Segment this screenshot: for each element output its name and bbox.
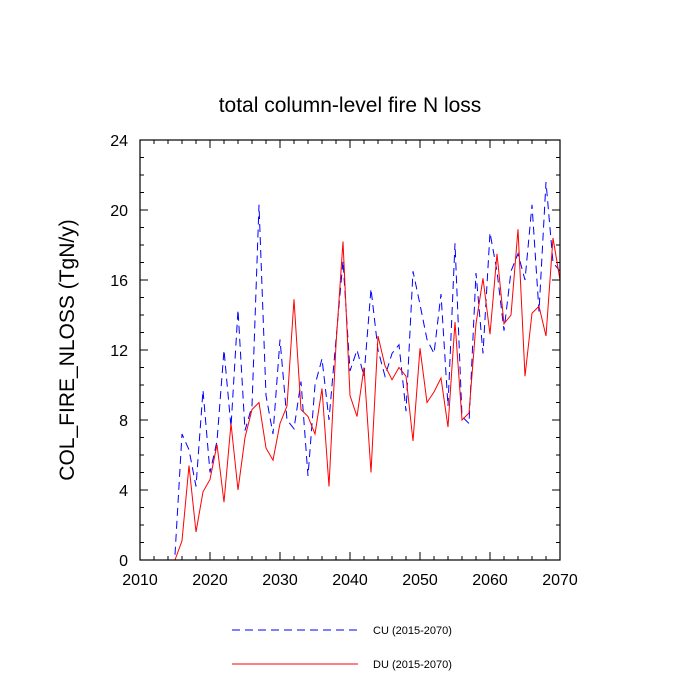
y-tick-label: 12 <box>110 343 128 360</box>
legend: CU (2015-2070) DU (2015-2070) <box>232 625 452 671</box>
legend-label-du: DU (2015-2070) <box>373 659 452 671</box>
y-tick-label: 4 <box>119 483 128 500</box>
x-tick-label: 2010 <box>122 572 158 589</box>
y-tick-label: 0 <box>119 553 128 570</box>
legend-label-cu: CU (2015-2070) <box>373 625 452 637</box>
x-tick-label: 2060 <box>472 572 508 589</box>
plot-frame <box>139 139 561 561</box>
x-tick-label: 2040 <box>332 572 368 589</box>
x-tick-label: 2030 <box>262 572 298 589</box>
y-axis-label: COL_FIRE_NLOSS (TgN/y) <box>56 219 79 480</box>
axis-ticks: 2010 2020 2030 2040 2050 2060 2070 0 4 8 12 16 20 24 <box>110 133 578 589</box>
x-tick-label: 2070 <box>542 572 578 589</box>
series-line-du <box>174 229 561 561</box>
series-lines <box>174 181 561 561</box>
chart-title: total column-level fire N loss <box>219 94 482 117</box>
x-tick-label: 2020 <box>192 572 228 589</box>
y-tick-label: 16 <box>110 273 128 290</box>
y-tick-label: 8 <box>119 413 128 430</box>
y-tick-label: 20 <box>110 203 128 220</box>
x-tick-label: 2050 <box>402 572 438 589</box>
y-tick-label: 24 <box>110 133 128 150</box>
